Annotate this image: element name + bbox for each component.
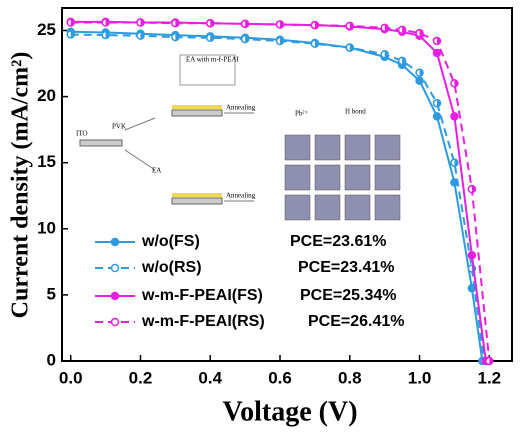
inset-label: Pb²⁺ bbox=[295, 110, 308, 118]
y-tick-label: 0 bbox=[47, 350, 56, 369]
marker-half bbox=[70, 19, 75, 27]
marker-half bbox=[419, 29, 424, 37]
marker-half bbox=[454, 79, 458, 87]
marker bbox=[415, 76, 424, 85]
marker-half bbox=[471, 185, 476, 193]
x-tick-label: 0.8 bbox=[338, 368, 362, 387]
x-tick-label: 0.2 bbox=[129, 368, 153, 387]
x-tick-label: 0.4 bbox=[198, 368, 222, 387]
arrow bbox=[124, 117, 156, 171]
inset-label: ITO bbox=[76, 130, 88, 138]
substrate bbox=[171, 197, 223, 205]
film bbox=[172, 193, 222, 197]
annotation: PCE=26.41% bbox=[308, 313, 405, 330]
inset-label: Annealing bbox=[226, 104, 256, 112]
series: w/o(FS) bbox=[66, 27, 487, 366]
marker-half bbox=[437, 37, 441, 45]
y-tick-label: 10 bbox=[37, 218, 56, 237]
inset-label: H bond bbox=[345, 108, 366, 116]
marker-half bbox=[105, 19, 110, 27]
marker-half bbox=[384, 50, 389, 58]
marker-half bbox=[349, 22, 354, 30]
marker-half bbox=[419, 69, 424, 77]
inset-label: PVK bbox=[112, 123, 126, 131]
marker-half bbox=[489, 357, 493, 365]
y-tick-label: 15 bbox=[37, 152, 56, 171]
series: w-m-F-PEAI(RS) bbox=[66, 18, 494, 366]
marker bbox=[467, 250, 477, 260]
marker-half bbox=[175, 33, 179, 41]
marker-half bbox=[280, 21, 284, 29]
inset-label: EA with m-f-PEAI bbox=[186, 56, 240, 64]
annotation: PCE=23.61% bbox=[290, 233, 387, 250]
x-tick-label: 1.0 bbox=[408, 368, 432, 387]
marker-half bbox=[245, 20, 249, 28]
marker bbox=[432, 48, 442, 58]
marker bbox=[450, 112, 459, 121]
legend-marker bbox=[110, 317, 120, 327]
substrate bbox=[171, 109, 223, 117]
series: w-m-F-PEAI(FS) bbox=[66, 17, 491, 366]
marker-half bbox=[349, 44, 354, 52]
y-axis-label: Current density (mA/cm²) bbox=[8, 52, 34, 319]
marker-half bbox=[384, 24, 389, 32]
marker bbox=[432, 112, 442, 121]
inset-label: EA bbox=[152, 167, 161, 175]
marker-half bbox=[70, 30, 75, 38]
legend-marker bbox=[110, 263, 120, 273]
y-tick-label: 20 bbox=[37, 86, 56, 105]
series: w/o(RS) bbox=[66, 30, 489, 366]
line bbox=[70, 33, 486, 362]
legend-label: w-m-F-PEAI(RS) bbox=[141, 313, 265, 330]
marker-half bbox=[210, 19, 214, 27]
marker-half bbox=[210, 34, 214, 42]
box bbox=[179, 54, 236, 86]
x-tick-label: 0.6 bbox=[268, 368, 292, 387]
arrow bbox=[224, 112, 254, 202]
y-tick-label: 5 bbox=[47, 284, 56, 303]
marker-half bbox=[314, 40, 319, 48]
inset-label: Annealing bbox=[226, 192, 256, 200]
marker-half bbox=[314, 21, 319, 29]
legend-label: w/o(RS) bbox=[141, 259, 202, 276]
marker-half bbox=[280, 37, 284, 45]
perovskite bbox=[284, 134, 401, 221]
plot-frame bbox=[61, 7, 513, 362]
annotation: PCE=25.34% bbox=[300, 287, 397, 304]
marker-half bbox=[140, 19, 144, 27]
marker-half bbox=[402, 57, 406, 65]
legend-label: w/o(FS) bbox=[141, 233, 200, 250]
marker-half bbox=[105, 31, 110, 39]
marker-half bbox=[245, 35, 249, 43]
marker-half bbox=[402, 26, 406, 34]
y-tick-label: 25 bbox=[37, 20, 56, 39]
film bbox=[172, 105, 222, 109]
marker-half bbox=[140, 32, 144, 40]
marker-half bbox=[454, 159, 458, 167]
marker-half bbox=[175, 19, 179, 27]
inset: EA with m-f-PEAI PVK ITO Annealing EA An… bbox=[76, 54, 401, 221]
line bbox=[70, 21, 491, 362]
x-tick-label: 0.0 bbox=[59, 368, 83, 387]
legend-label: w-m-F-PEAI(FS) bbox=[141, 287, 263, 304]
annotation: PCE=23.41% bbox=[298, 259, 395, 276]
x-axis-label: Voltage (V) bbox=[222, 396, 357, 427]
legend-marker bbox=[110, 237, 120, 247]
marker-half bbox=[437, 99, 441, 107]
legend-marker bbox=[110, 291, 120, 301]
substrate bbox=[79, 139, 123, 147]
x-tick-label: 1.2 bbox=[478, 368, 502, 387]
